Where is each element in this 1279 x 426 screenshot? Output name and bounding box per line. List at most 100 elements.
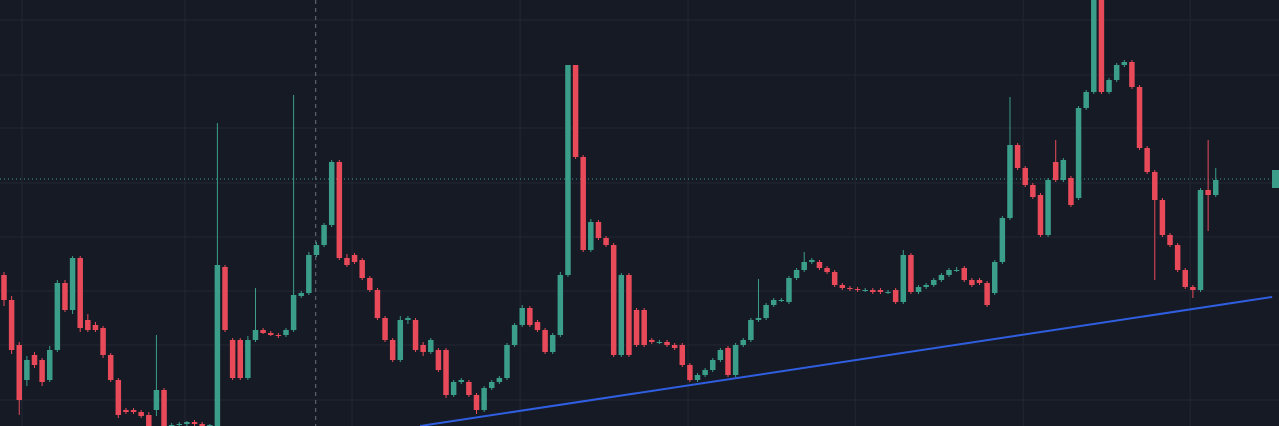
price-marker xyxy=(1272,170,1279,188)
candle-body xyxy=(717,350,724,360)
candle-body xyxy=(367,278,373,290)
candle-body xyxy=(892,290,899,302)
candle-body xyxy=(763,305,769,318)
candle-body xyxy=(511,325,518,345)
candle-body xyxy=(725,348,731,375)
candle-body xyxy=(1167,235,1173,245)
candle-body xyxy=(702,370,708,375)
candle-body xyxy=(1190,287,1196,290)
candle-body xyxy=(991,262,998,293)
candle-body xyxy=(885,292,891,293)
candle-body xyxy=(176,424,183,425)
candle-body xyxy=(298,293,304,296)
candle-body xyxy=(290,295,297,330)
candle-body xyxy=(816,262,823,268)
candle-body xyxy=(115,380,122,415)
candle-body xyxy=(938,275,945,280)
candle-body xyxy=(229,340,236,378)
candle-body xyxy=(854,289,861,290)
candle-body xyxy=(1182,270,1189,287)
candle-body xyxy=(915,287,922,292)
candle-body xyxy=(931,280,937,285)
candle-body xyxy=(1,275,7,300)
candle-body xyxy=(694,375,701,380)
candle-body xyxy=(184,422,190,424)
candle-body xyxy=(565,65,571,275)
candle-body xyxy=(969,280,975,285)
candle-body xyxy=(847,288,853,289)
candle-body xyxy=(39,360,45,382)
candle-body xyxy=(649,340,655,342)
candle-body xyxy=(69,258,76,310)
candle-body xyxy=(1159,200,1166,235)
candle-body xyxy=(77,258,83,328)
candle-body xyxy=(397,320,404,360)
candle-body xyxy=(1213,180,1219,195)
candle-body xyxy=(877,290,884,292)
candle-body xyxy=(466,382,472,395)
candle-body xyxy=(1197,190,1204,290)
candle-body xyxy=(1113,65,1120,80)
candle-body xyxy=(489,382,495,388)
candle-body xyxy=(664,342,670,345)
candle-body xyxy=(908,255,914,292)
candle-body xyxy=(1174,245,1181,270)
candle-body xyxy=(870,290,876,292)
candle-body xyxy=(435,350,442,370)
candle-body xyxy=(123,410,129,412)
candle-body xyxy=(8,300,15,350)
candle-body xyxy=(824,268,830,272)
candle-body xyxy=(1152,172,1158,200)
candle-body xyxy=(252,330,259,340)
candle-body xyxy=(610,245,617,355)
candle-body xyxy=(1129,62,1135,87)
candle-body xyxy=(1007,145,1013,218)
candle-body xyxy=(549,335,556,352)
candle-body xyxy=(138,412,144,416)
candle-body xyxy=(321,225,327,245)
candle-body xyxy=(946,270,952,275)
candle-body xyxy=(481,388,487,410)
candle-body xyxy=(953,270,960,271)
candle-body xyxy=(1121,62,1128,65)
candle-body xyxy=(473,395,480,410)
trend-line xyxy=(419,296,1273,426)
candle-body xyxy=(428,340,434,352)
candle-body xyxy=(267,333,274,335)
candle-body xyxy=(1075,108,1082,198)
candle-body xyxy=(557,275,564,335)
candle-body xyxy=(687,365,693,380)
candle-body xyxy=(519,308,525,325)
candle-body xyxy=(237,340,243,378)
candle-body xyxy=(603,238,609,245)
candle-body xyxy=(770,300,777,305)
candle-body xyxy=(710,360,716,370)
candle-body xyxy=(862,290,868,291)
candle-body xyxy=(306,255,312,293)
candle-body xyxy=(260,330,266,333)
candle-body xyxy=(626,275,632,355)
candle-body xyxy=(199,424,205,426)
candle-body xyxy=(412,320,419,350)
candle-body xyxy=(496,378,503,382)
candle-body xyxy=(1136,87,1143,148)
candle-body xyxy=(961,268,967,280)
candle-body xyxy=(16,345,22,400)
candle-body xyxy=(923,285,929,287)
candle-body xyxy=(831,272,838,285)
candle-body xyxy=(443,350,449,395)
candle-body xyxy=(222,267,228,330)
candle-body xyxy=(420,345,426,352)
candle-body xyxy=(588,222,594,250)
candle-body xyxy=(153,390,160,410)
candle-body xyxy=(85,320,91,330)
candle-body xyxy=(679,345,686,365)
candle-body xyxy=(214,265,221,426)
candle-body xyxy=(130,410,137,412)
candle-body xyxy=(100,328,106,355)
candle-body xyxy=(31,355,38,365)
candle-body xyxy=(748,320,754,340)
candle-body xyxy=(999,218,1006,262)
candle-body xyxy=(542,330,548,352)
